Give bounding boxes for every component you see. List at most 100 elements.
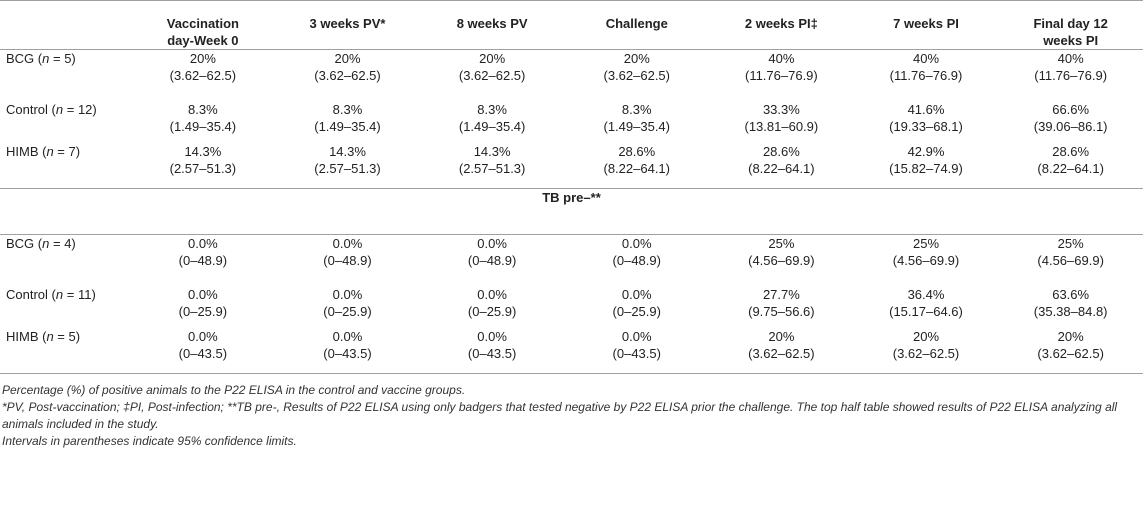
table-cell: 40% (11.76–76.9) [998,50,1143,101]
table-cell: 0.0% (0–43.5) [419,327,565,374]
percent-value: 28.6% [1052,143,1090,159]
confidence-interval: (3.62–62.5) [748,345,815,361]
table-cell: 28.6% (8.22–64.1) [709,143,854,189]
elisa-results-table: Vaccination day-Week 0 3 weeks PV* 8 weeks … [0,0,1143,374]
column-header-line-2: weeks PI [1043,33,1099,48]
percent-value: 8.3% [188,101,218,117]
group-name: BCG [6,51,35,66]
confidence-interval: (11.76–76.9) [889,68,963,83]
percent-value: 0.0% [332,236,363,251]
column-header: Challenge [564,1,709,50]
group-name: BCG [6,236,35,251]
percent-value: 0.0% [621,328,652,344]
confidence-interval: (9.75–56.6) [748,303,815,319]
percent-value: 25% [768,236,795,251]
percent-value: 40% [768,51,795,66]
confidence-interval: (0–43.5) [178,345,228,361]
table-cell: 20% (3.62–62.5) [564,50,709,101]
table-cell: 0.0% (0–48.9) [564,235,709,286]
confidence-interval: (3.62–62.5) [1037,345,1104,361]
percent-value: 20% [479,51,506,66]
percent-value: 0.0% [621,286,652,302]
percent-value: 20% [189,51,216,66]
percent-value: 14.3% [184,143,222,159]
table-cell: 8.3% (1.49–35.4) [275,101,420,143]
percent-value: 36.4% [907,286,945,302]
percent-value: 0.0% [477,286,507,302]
percent-value: 14.3% [473,143,511,159]
percent-value: 25% [1057,236,1084,251]
sample-size-value: 7 [68,143,76,159]
sample-size-symbol: n [46,143,54,159]
table-cell: 36.4% (15.17–64.6) [854,286,999,328]
percent-value: 8.3% [621,101,652,117]
confidence-interval: (0–25.9) [467,303,517,319]
group-label: HIMB (n = 7) [6,143,81,159]
group-name: Control [6,286,48,302]
table-cell: 0.0% (0–48.9) [420,235,565,286]
confidence-interval: (1.49–35.4) [169,118,237,134]
percent-value: 41.6% [907,101,945,117]
percent-value: 8.3% [332,101,363,117]
column-header-line-1: Challenge [605,16,668,31]
confidence-interval: (1.49–35.4) [314,118,381,134]
table-cell: 20% (3.62–62.5) [998,327,1143,374]
confidence-interval: (2.57–51.3) [169,160,237,176]
confidence-interval: (3.62–62.5) [603,68,671,83]
percent-value: 40% [1057,51,1084,66]
confidence-interval: (8.22–64.1) [1037,160,1104,176]
confidence-interval: (3.62–62.5) [892,345,960,361]
group-name: Control [6,101,48,117]
section-title: TB pre–** [0,188,1143,235]
table-cell: 0.0% (0–48.9) [131,235,276,286]
table-row: HIMB (n = 5) 0.0% (0–43.5) 0.0% (0–43.5) 0.0%… [0,327,1143,374]
table-cell: 0.0% (0–25.9) [564,286,709,328]
table-row: Control (n = 11) 0.0% (0–25.9) 0.0% (0–25.9)… [0,286,1143,328]
table-cell: 63.6% (35.38–84.8) [998,286,1143,328]
results-table-figure: Vaccination day-Week 0 3 weeks PV* 8 weeks … [0,0,1143,448]
table-cell: 8.3% (1.49–35.4) [420,101,565,143]
table-cell: 0.0% (0–43.5) [564,327,710,374]
table-cell: 28.6% (8.22–64.1) [564,143,709,189]
table-cell: 20% (3.62–62.5) [420,50,565,101]
percent-value: 20% [334,51,361,66]
sample-size-value: 12 [77,101,93,117]
percent-value: 63.6% [1052,286,1090,302]
percent-value: 14.3% [329,143,366,159]
group-label: BCG (n = 4) [6,236,76,251]
confidence-interval: (0–25.9) [612,303,661,319]
confidence-interval: (0–25.9) [323,303,372,319]
confidence-interval: (2.57–51.3) [314,160,381,176]
sample-size-value: 5 [64,51,72,66]
confidence-interval: (1.49–35.4) [458,118,526,134]
table-cell: 28.6% (8.22–64.1) [998,143,1143,189]
column-header: 7 weeks PI [854,1,999,50]
percent-value: 27.7% [762,286,800,302]
table-body: BCG (n = 5) 20% (3.62–62.5) 20% (3.62–62.5) 2… [0,50,1143,374]
table-cell: 42.9% (15.82–74.9) [854,143,999,189]
percent-value: 42.9% [907,143,945,159]
confidence-interval: (0–48.9) [178,253,228,268]
table-cell: 40% (11.76–76.9) [854,50,999,101]
confidence-interval: (2.57–51.3) [458,160,526,176]
table-cell: 0.0% (0–25.9) [420,286,565,328]
confidence-interval: (0–43.5) [612,345,661,361]
sample-size-symbol: n [42,51,50,66]
table-cell: 0.0% (0–43.5) [275,327,420,374]
percent-value: 28.6% [618,143,656,159]
percent-value: 40% [912,51,940,66]
confidence-interval: (8.22–64.1) [748,160,815,176]
confidence-interval: (13.81–60.9) [744,118,819,134]
section-header-row: TB pre–** [0,188,1143,235]
confidence-interval: (0–48.9) [467,253,517,268]
table-row: HIMB (n = 7) 14.3% (2.57–51.3) 14.3% (2.57–5… [0,143,1143,189]
table-cell: 20% (3.62–62.5) [275,50,420,101]
header-blank [0,1,131,50]
group-label: Control (n = 11) [6,286,96,302]
confidence-interval: (11.76–76.9) [744,68,818,83]
confidence-interval: (0–48.9) [323,253,372,268]
table-cell: 20% (3.62–62.5) [709,327,854,374]
table-row: BCG (n = 4) 0.0% (0–48.9) 0.0% (0–48.9) 0.0% (… [0,235,1143,286]
percent-value: 20% [912,328,940,344]
abbreviation-note: *PV, Post-vaccination; ‡PI, Post-infecti… [2,400,1118,431]
